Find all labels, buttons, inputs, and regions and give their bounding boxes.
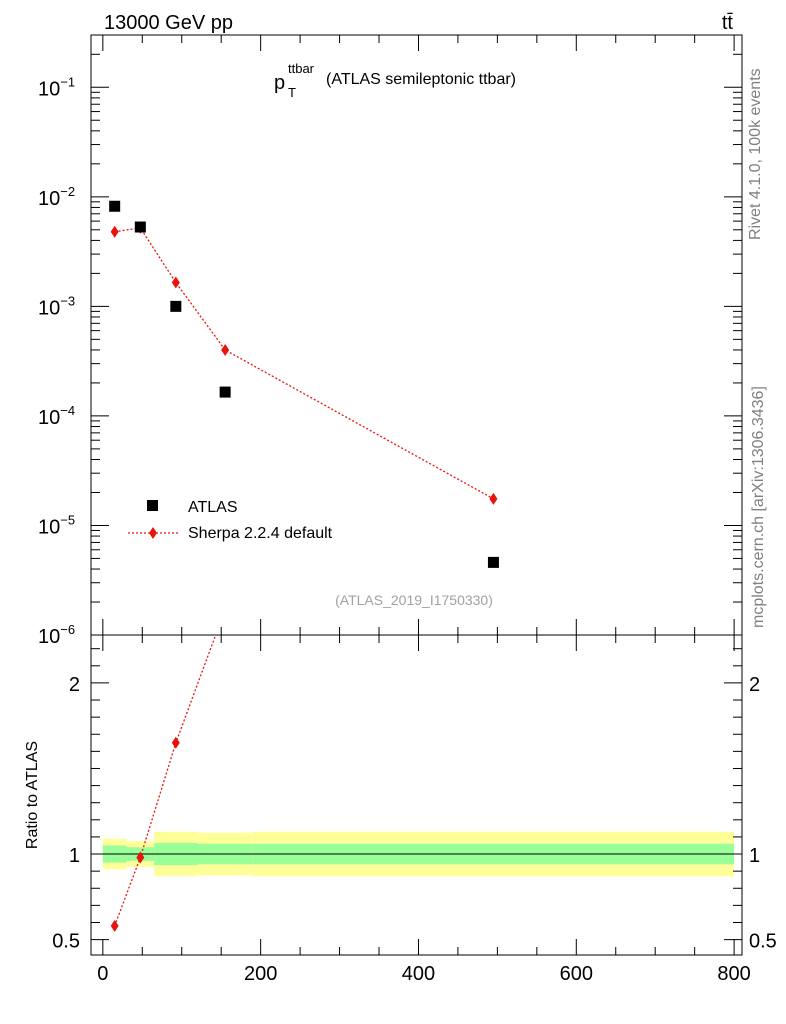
tick-base: 10 [38,516,60,538]
x-tick-label: 0 [97,963,108,985]
sherpa-point [489,492,498,505]
tick-exponent: −6 [60,622,75,637]
ratio-panel: 0.5 0.5 1 1 2 2 0 200 400 600 800 Ratio to ATLAS [24,634,777,985]
sherpa-point [171,276,180,289]
ratio-y-tick-label-left: 2 [69,674,80,696]
ratio-y-tick-labels: 0.5 0.5 1 1 2 2 [52,674,777,953]
atlas-series [109,200,499,568]
atlas-point [219,386,231,398]
analysis-label: (ATLAS_2019_I1750330) [335,592,493,608]
tick-exponent: −4 [60,403,75,418]
ratio-point [110,919,119,932]
mcplots-label: mcplots.cern.ch [arXiv:1306.3436] [750,386,767,628]
atlas-point [487,556,499,568]
atlas-point [109,200,121,212]
plot-title-subscript: T [288,85,296,100]
tick-exponent: −5 [60,512,75,527]
ratio-y-tick-label-right: 2 [749,674,760,696]
x-tick-label: 400 [402,963,435,985]
ratio-point [171,736,180,749]
tick-base: 10 [38,407,60,429]
energy-label: 13000 GeV pp [104,12,233,34]
main-panel: 10−610−510−410−310−210−1 p ttbar T (ATLA… [38,34,743,648]
main-y-tick-label: 10−6 [38,622,75,648]
ratio-y-tick-label-right: 1 [749,845,760,867]
ratio-point [136,851,145,864]
main-y-tick-label: 10−2 [38,184,75,210]
atlas-point [134,221,146,233]
tick-exponent: −3 [60,293,75,308]
tick-base: 10 [38,78,60,100]
main-y-tick-label: 10−1 [38,74,75,100]
ratio-y-tick-label-right: 0.5 [749,931,777,953]
legend-sherpa-marker [149,527,157,539]
ratio-y-tick-label-left: 0.5 [52,931,80,953]
tick-base: 10 [38,626,60,648]
atlas-point [170,300,182,312]
tick-exponent: −1 [60,74,75,89]
legend-sherpa-label: Sherpa 2.2.4 default [188,525,333,542]
process-label: tt̄ [722,12,734,34]
x-tick-label: 800 [717,963,750,985]
main-panel-frame [90,34,743,636]
plot-title-p: p [274,72,285,94]
sherpa-line [114,227,494,500]
main-y-tick-label: 10−5 [38,512,75,538]
ratio-axis-ticks [91,635,742,955]
main-y-tick-label: 10−4 [38,403,75,429]
ratio-y-tick-label-left: 1 [69,845,80,867]
main-y-tick-label: 10−3 [38,293,75,319]
tick-base: 10 [38,297,60,319]
legend: ATLAS Sherpa 2.2.4 default [128,499,333,542]
main-y-tick-labels: 10−610−510−410−310−210−1 [38,74,75,648]
ratio-panel-frame [90,634,743,956]
x-tick-label: 200 [244,963,277,985]
rivet-version-label: Rivet 4.1.0, 100k events [747,68,764,240]
legend-atlas-marker [147,500,158,511]
x-tick-labels: 0 200 400 600 800 [97,963,751,985]
x-tick-label: 600 [560,963,593,985]
ratio-series [110,635,217,932]
tick-base: 10 [38,188,60,210]
tick-exponent: −2 [60,184,75,199]
plot-title-superscript: ttbar [288,61,315,76]
plot-title-rest: (ATLAS semileptonic ttbar) [326,71,516,88]
ratio-y-axis-label: Ratio to ATLAS [24,741,41,849]
main-axis-ticks [91,35,742,636]
legend-atlas-label: ATLAS [188,499,238,516]
sherpa-point [110,225,119,238]
sherpa-point [221,343,230,356]
